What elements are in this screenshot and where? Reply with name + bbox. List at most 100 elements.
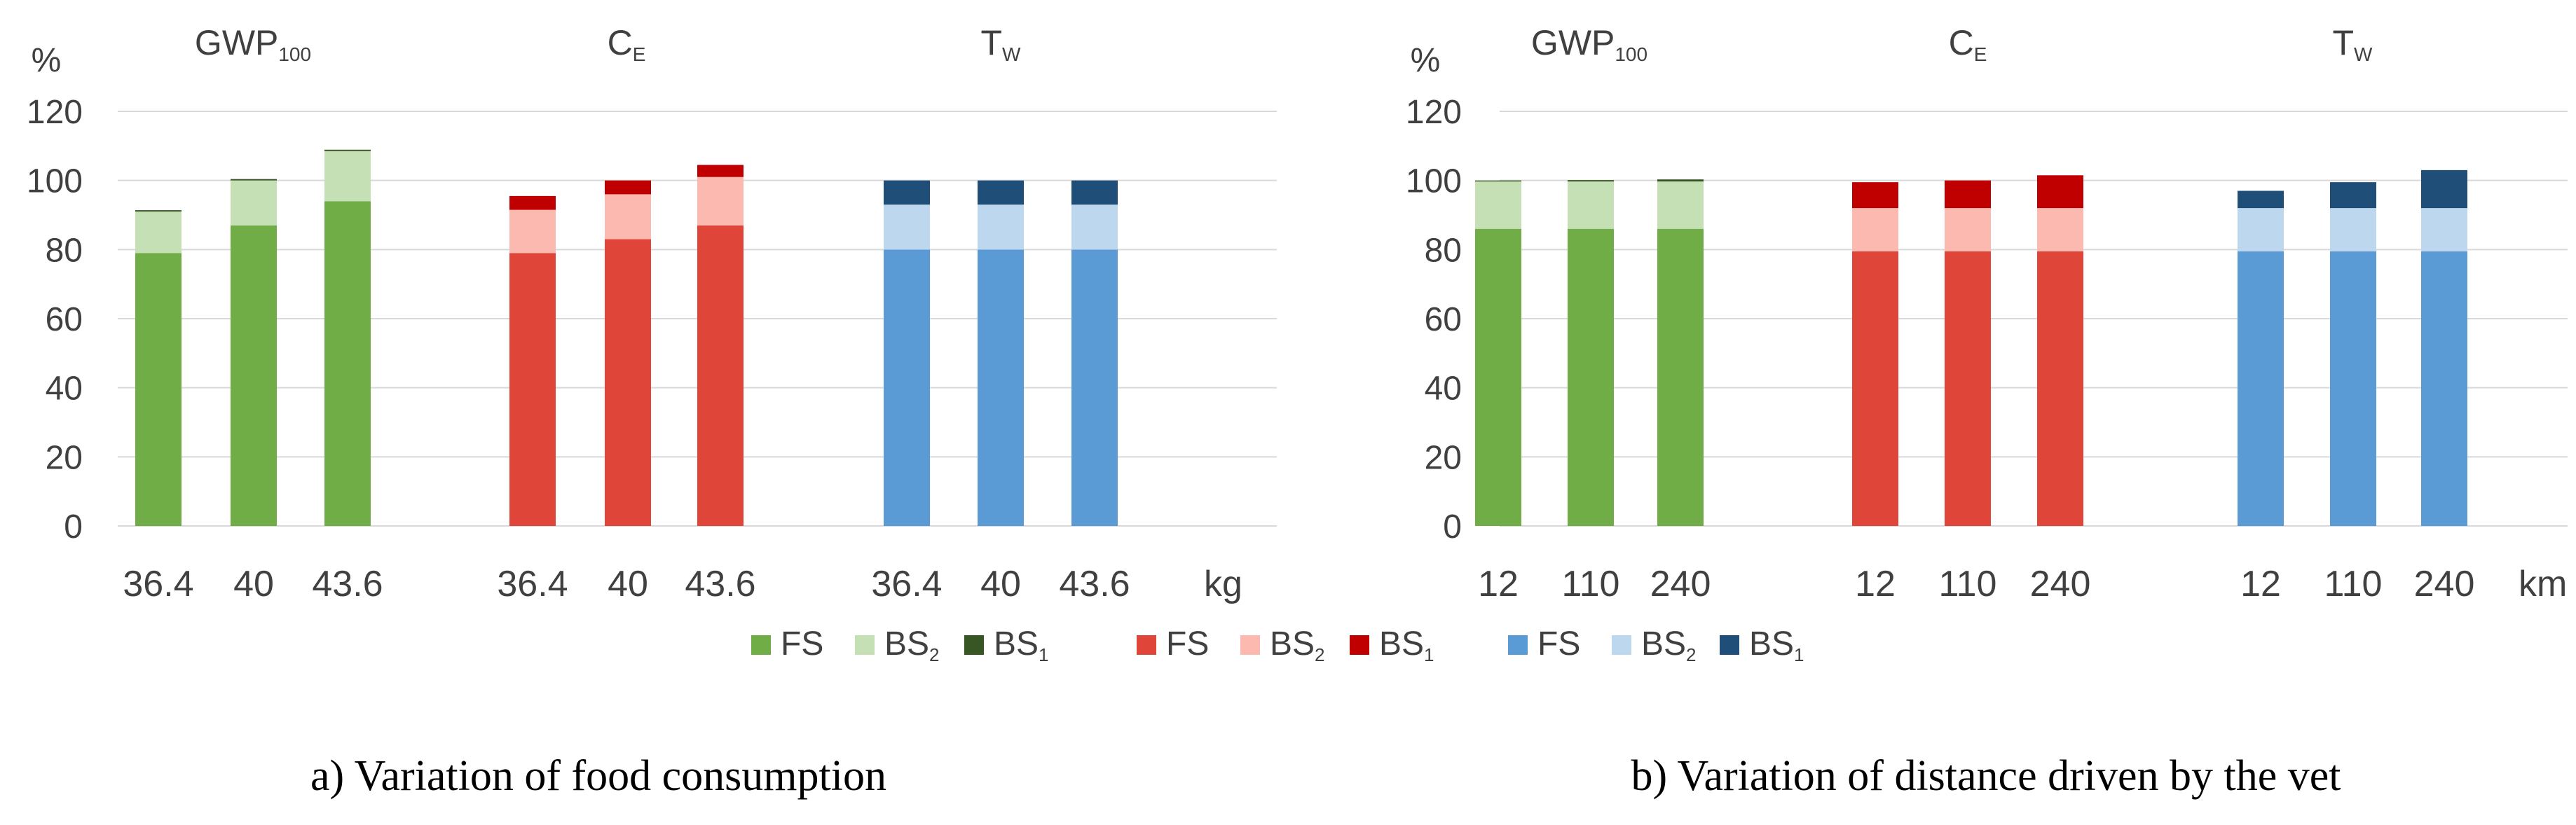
bar-segment-fs [135, 253, 181, 526]
bar-segment-bs2 [884, 204, 930, 250]
bar-segment-bs2 [978, 204, 1024, 250]
bar-segment-bs2 [1657, 181, 1704, 229]
bar-segment-bs1 [1945, 180, 1991, 209]
bar-segment-bs2 [231, 180, 277, 226]
bar-segment-bs1 [1657, 179, 1704, 182]
bar-segment-bs1 [1568, 180, 1614, 182]
bar-segment-fs [1475, 228, 1521, 526]
y-tick-label: 120 [27, 94, 83, 131]
bar-segment-fs [324, 201, 371, 526]
bar-segment-bs2 [2238, 208, 2284, 251]
y-tick-label: 0 [1443, 508, 1462, 546]
x-tick-label: 12 [2240, 564, 2281, 604]
bar-segment-fs [1568, 228, 1614, 526]
x-tick-label: 36.4 [871, 564, 942, 604]
legend-swatch-blue-1 [1508, 635, 1528, 655]
legend-swatch-red-3 [1350, 635, 1369, 655]
bar-segment-bs1 [324, 149, 371, 151]
legend-swatch-blue-2 [1612, 635, 1631, 655]
legend-label: BS2 [884, 625, 940, 665]
bar-segment-fs [509, 253, 556, 526]
bar-segment-fs [605, 239, 651, 526]
group-title: TW [2333, 23, 2373, 65]
y-tick-label: 60 [46, 301, 83, 338]
y-tick-label: 40 [1425, 370, 1462, 408]
bar-segment-fs [1657, 228, 1704, 526]
legend-swatch-green-2 [855, 635, 875, 655]
x-tick-label: 240 [2030, 564, 2091, 604]
legend-label: FS [1166, 625, 1209, 663]
bar-segment-fs [231, 225, 277, 526]
bar-segment-bs2 [135, 212, 181, 254]
bar-segment-bs2 [1945, 208, 1991, 251]
bar-segment-bs2 [2330, 208, 2376, 251]
bar-segment-fs [2330, 251, 2376, 526]
y-tick-label: 20 [46, 439, 83, 476]
legend-swatch-blue-3 [1720, 635, 1739, 655]
x-tick-label: 240 [2414, 564, 2475, 604]
x-tick-label: 43.6 [1059, 564, 1130, 604]
bar-segment-bs2 [605, 194, 651, 240]
bar-segment-bs1 [1071, 180, 1118, 205]
bar-segment-bs2 [2037, 208, 2083, 251]
caption-a: a) Variation of food consumption [310, 752, 886, 800]
bar-segment-fs [697, 225, 744, 526]
bar-segment-bs1 [2037, 175, 2083, 209]
x-tick-label: 240 [1650, 564, 1711, 604]
y-tick-label: 80 [1425, 232, 1462, 269]
group-title: TW [981, 23, 1022, 65]
legend-label: BS2 [1270, 625, 1325, 665]
x-tick-label: 110 [1562, 564, 1620, 604]
x-tick-label: 40 [233, 564, 274, 604]
x-tick-label: 36.4 [123, 564, 193, 604]
group-title: CE [1949, 23, 1987, 65]
bar-segment-bs2 [1475, 181, 1521, 229]
x-tick-label: 12 [1855, 564, 1896, 604]
panel-b-distance-driven: 0 20 40 60 80 100 120% km GWP100 12 110 240 CE 12 110 2… [1406, 23, 2568, 604]
y-axis-label: % [32, 42, 62, 79]
legend-label: BS1 [1749, 625, 1804, 665]
y-axis-label: % [1411, 42, 1441, 79]
bar-segment-bs1 [978, 180, 1024, 205]
y-tick-label: 20 [1425, 439, 1462, 476]
bar-segment-bs1 [884, 180, 930, 205]
bar-segment-fs [1945, 251, 1991, 526]
bar-segment-bs1 [2238, 190, 2284, 209]
bar-segment-fs [1071, 249, 1118, 526]
group-title: GWP100 [1531, 23, 1647, 65]
bar-segment-bs2 [1568, 181, 1614, 229]
bar-segment-bs2 [324, 151, 371, 202]
x-unit-label: kg [1204, 564, 1242, 604]
legend-label: BS2 [1641, 625, 1697, 665]
x-tick-label: 110 [2324, 564, 2383, 604]
bar-segment-bs2 [697, 176, 744, 226]
legend-label: BS1 [994, 625, 1049, 665]
bar-segment-bs1 [2330, 182, 2376, 209]
y-tick-label: 120 [1406, 94, 1462, 131]
legend-label: FS [1537, 625, 1580, 663]
bar-segment-bs1 [1852, 182, 1898, 209]
legend-swatch-red-2 [1240, 635, 1260, 655]
x-tick-label: 43.6 [685, 564, 755, 604]
legend-swatch-green-3 [964, 635, 984, 655]
y-tick-label: 100 [27, 163, 83, 200]
y-tick-label: 80 [46, 232, 83, 269]
bar-segment-bs2 [1852, 208, 1898, 251]
legend-swatch-green-1 [751, 635, 771, 655]
legend: FS BS2 BS1 FS BS2 BS1 FS BS2 BS1 [751, 625, 1804, 665]
bar-segment-fs [884, 249, 930, 526]
bar-segment-fs [2421, 251, 2467, 526]
bar-segment-bs1 [509, 195, 556, 210]
bar-segment-fs [2238, 251, 2284, 526]
y-tick-label: 40 [46, 370, 83, 408]
bar-segment-fs [2037, 251, 2083, 526]
caption-b: b) Variation of distance driven by the v… [1631, 752, 2341, 800]
x-unit-label: km [2519, 564, 2567, 604]
bar-segment-bs1 [605, 180, 651, 195]
bar-segment-bs2 [2421, 208, 2467, 251]
legend-label: BS1 [1379, 625, 1434, 665]
group-title: CE [608, 23, 646, 65]
bar-segment-bs2 [509, 209, 556, 254]
x-tick-label: 40 [980, 564, 1021, 604]
